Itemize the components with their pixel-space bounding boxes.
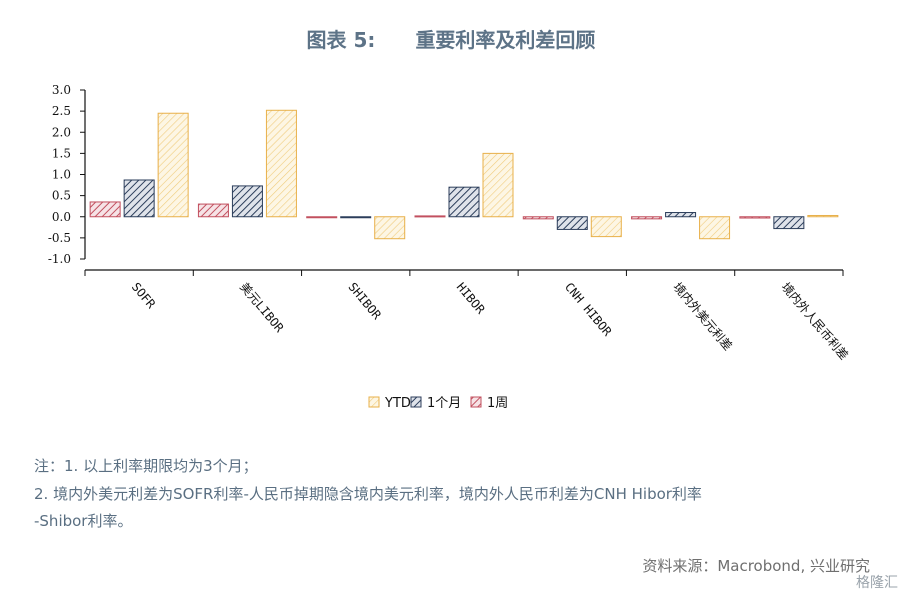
bar-1周-0 [89,201,121,218]
bar-1周-6 [739,216,771,219]
bar-1个月-6 [773,216,805,230]
bar-1周-4 [522,216,554,220]
bar-YTD-0 [157,112,189,218]
bar-YTD-6 [807,214,839,218]
bar-YTD-2 [374,216,406,240]
bar-1个月-3 [448,186,480,218]
legend-label: 1个月 [427,396,461,411]
bars [89,109,839,240]
bar-1个月-4 [556,216,588,230]
y-tick-label: 0.5 [52,189,71,203]
bar-YTD-4 [590,216,622,238]
y-tick-label: 1.0 [52,168,71,182]
figure-label: 图表 5: [306,28,376,52]
bar-YTD-5 [699,216,731,240]
x-tick-label: CNH HIBOR [562,280,615,339]
bar-1个月-0 [123,179,155,218]
y-tick-label: 3.0 [52,83,71,97]
note-line-2: 2. 境内外美元利差为SOFR利率-人民币掉期隐含境内美元利率，境内外人民币利差… [34,485,702,503]
legend: YTD 1个月 1周 [368,396,508,411]
x-tick-label: 境内外美元利差 [670,279,735,353]
bar-chart: 3.0 2.5 2.0 1.5 1.0 0.5 0.0 -0.5 -1.0 SOFR 美元LIBO… [48,83,852,411]
legend-label: YTD [384,396,411,411]
bar-1个月-2 [340,216,372,219]
x-axis: SOFR 美元LIBOR SHIBOR HIBOR CNH HIBOR 境内外美元利差 境内… [84,269,852,362]
bar-1个月-1 [231,185,263,218]
y-tick-label: 2.0 [52,125,71,139]
y-tick-label: 2.5 [52,104,71,118]
bar-1周-5 [631,216,663,220]
x-tick-label: 境内外人民币利差 [779,279,852,362]
bar-1周-3 [414,215,446,218]
chart-title: 图表 5: 重要利率及利差回顾 [0,24,902,53]
bar-YTD-1 [265,109,297,218]
x-tick-label: SOFR [129,280,159,312]
legend-label: 1周 [487,396,508,411]
source-text: 资料来源：Macrobond, 兴业研究 [642,557,870,575]
y-tick-label: -0.5 [48,231,71,245]
title-text: 重要利率及利差回顾 [415,28,596,52]
bar-1个月-5 [665,212,697,218]
legend-swatch [410,396,422,408]
legend-swatch [368,396,380,408]
x-tick-label: SHIBOR [345,280,384,323]
x-tick-label: 美元LIBOR [237,280,287,336]
y-tick-label: 1.5 [52,146,71,160]
legend-swatch [470,396,482,408]
y-axis: 3.0 2.5 2.0 1.5 1.0 0.5 0.0 -0.5 -1.0 [48,83,86,266]
note-line-1: 注：1. 以上利率期限均为3个月； [34,457,258,475]
bar-YTD-3 [482,152,514,218]
x-tick-label: HIBOR [454,280,488,317]
bar-1周-2 [306,216,338,219]
y-tick-label: 0.0 [52,210,71,224]
watermark: 格隆汇 [856,575,898,591]
note-line-3: -Shibor利率。 [34,512,133,530]
y-tick-label: -1.0 [48,252,71,266]
bar-1周-1 [197,203,229,218]
